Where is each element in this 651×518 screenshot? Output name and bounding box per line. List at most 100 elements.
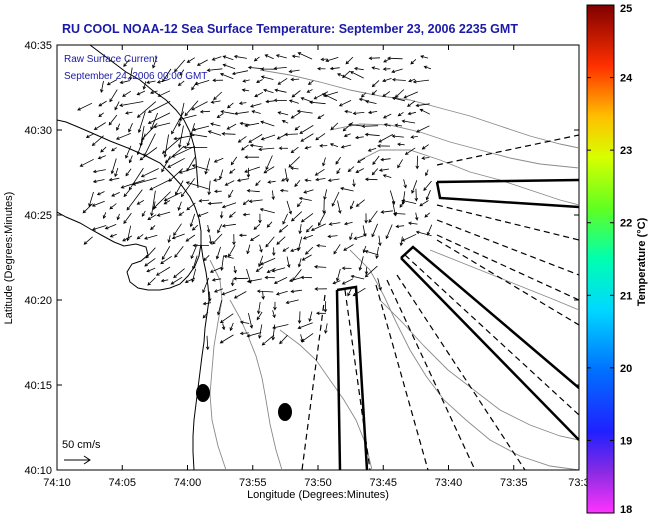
current-vector [289,166,299,171]
current-vector [263,88,274,94]
current-vector [156,211,171,217]
current-vector [93,122,106,131]
current-vector [150,225,156,231]
current-vector [332,280,341,285]
current-vector [106,79,118,86]
current-vector [343,133,351,138]
current-vector [163,134,169,158]
current-vector [266,221,273,228]
current-vector [152,122,171,129]
island-marker [278,403,292,421]
current-vector [246,167,251,178]
current-vector [212,78,224,83]
current-vector [397,142,405,147]
current-vector [114,101,120,111]
current-vector [264,275,275,280]
y-tick-label: 40:30 [24,125,52,137]
current-vector [244,155,260,159]
current-vector [294,179,301,188]
current-vector [364,132,380,137]
x-axis-ticks: 74:10 74:05 74:00 73:55 73:50 73:45 73:40 73:35… [43,45,590,489]
current-vector [202,311,209,319]
current-vector [371,223,378,238]
current-vector [114,167,119,178]
current-vector [254,91,264,98]
current-vector [378,168,390,172]
current-vector [191,125,210,132]
current-vector [378,235,382,247]
current-vector [221,132,236,136]
current-vector [189,132,208,138]
current-vector [128,67,133,81]
current-vector [147,112,171,124]
current-vector [338,100,352,107]
current-vector [397,111,404,117]
y-axis-label: Latitude (Degrees:Minutes) [3,192,15,325]
current-vector [407,221,418,226]
x-tick-label: 73:35 [500,477,528,489]
current-vector [306,89,313,93]
current-vector [317,66,326,71]
x-tick-label: 73:50 [304,477,332,489]
current-vector [152,201,156,211]
current-vector [380,157,391,162]
current-vector [189,213,196,228]
scale-arrow [64,455,91,465]
current-vector [354,135,364,140]
current-vector [173,223,182,236]
current-vector [179,69,185,76]
current-vector [191,224,199,231]
current-vector [147,214,157,221]
current-vector [109,89,118,103]
current-vector [371,90,377,96]
x-tick-label: 73:45 [369,477,397,489]
current-vector [186,57,196,63]
bathymetry-contours [209,69,579,470]
x-axis-label: Longitude (Degrees:Minutes) [247,489,389,501]
current-vector [259,208,275,214]
current-vector [222,63,236,70]
current-vector [313,265,327,269]
current-vector [246,244,251,255]
current-vector [111,192,120,197]
colorbar-tick-label: 22 [620,218,632,230]
current-vector [146,80,156,84]
current-vector [161,136,183,154]
current-vector [344,109,352,114]
current-vector [286,256,291,269]
current-vector [410,135,418,139]
current-vector [361,124,379,129]
current-vector [277,111,289,116]
current-vector [317,114,325,119]
current-vector [120,179,145,189]
current-vector [349,232,353,241]
current-vector [217,224,223,234]
current-vector [246,332,262,338]
current-vector [397,159,403,169]
current-vector [348,122,364,127]
current-vector [372,155,380,165]
plot-frame [56,44,580,471]
current-vector [294,125,301,131]
current-vector [401,233,417,242]
current-vector [221,288,237,296]
current-vector [178,211,185,216]
current-vector [206,224,211,234]
current-vector [247,65,263,70]
current-vector [91,225,107,231]
current-vector [271,247,276,257]
scale-label: 50 cm/s [62,439,101,451]
current-vector [255,266,264,272]
current-vector [325,57,339,63]
current-vector [341,278,354,285]
current-vector [415,230,432,237]
current-vector [238,233,247,238]
island-markers [196,384,292,421]
current-vector [302,234,314,240]
current-vector [102,212,107,219]
current-vector [178,114,197,121]
current-vector [161,246,171,261]
current-vector [296,200,303,208]
current-vector [123,212,132,224]
current-vector [327,234,338,239]
